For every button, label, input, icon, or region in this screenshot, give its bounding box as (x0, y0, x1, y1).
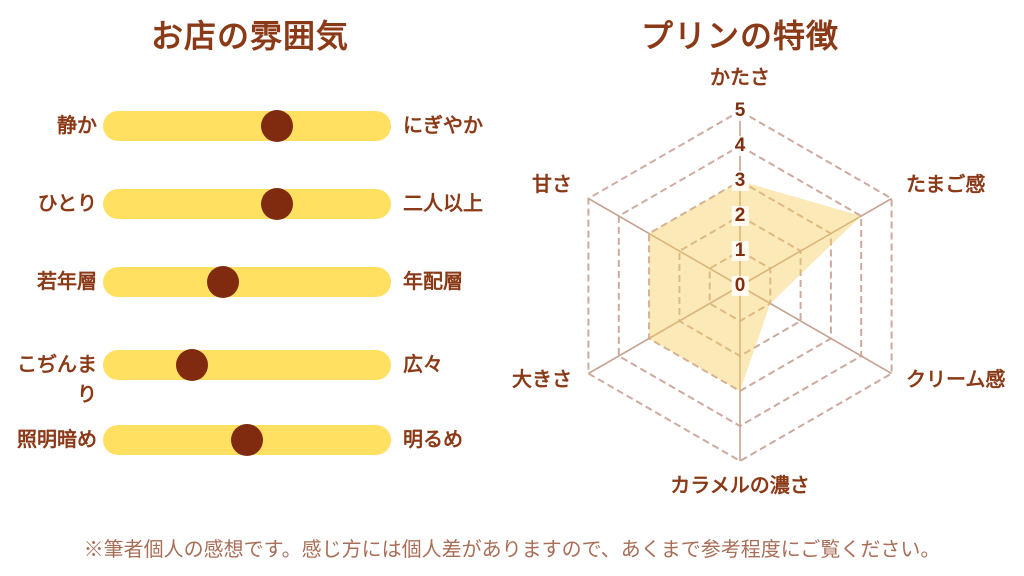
radar-axis-label-amasa: 甘さ (532, 174, 572, 196)
shop-atmosphere-title: お店の雰囲気 (150, 18, 349, 54)
slider-label-right: にぎやか (403, 115, 483, 137)
slider-track (103, 188, 391, 220)
radar-grid (587, 109, 893, 463)
radar-axis-label-ookisa: 大きさ (512, 369, 572, 391)
disclaimer-text: ※筆者個人の感想です。感じ方には個人差がありますので、あくまで参考程度にご覧くだ… (83, 539, 941, 561)
slider-track (103, 110, 391, 142)
slider-dot (261, 110, 294, 142)
radar-axis-label-katasa: かたさ (710, 67, 770, 89)
radar-tick-label: 1 (731, 241, 749, 261)
radar-tick-label: 4 (731, 136, 749, 156)
radar-tick-label: 3 (731, 171, 749, 191)
slider-row: こぢんまり 広々 (0, 349, 512, 406)
slider-label-left: 若年層 (37, 271, 97, 293)
radar-tick-label: 5 (731, 101, 749, 121)
slider-row: 静か にぎやか (0, 110, 512, 142)
slider-label-right: 二人以上 (403, 193, 483, 215)
radar-tick-label: 0 (731, 276, 749, 296)
radar-tick-label: 2 (731, 206, 749, 226)
slider-track (103, 424, 391, 456)
slider-label-left: ひとり (37, 193, 97, 215)
slider-label-right: 年配層 (403, 271, 463, 293)
slider-track (103, 266, 391, 298)
radar-axis-label-cream: クリーム感 (906, 369, 1006, 391)
slider-row: 照明暗め 明るめ (0, 424, 512, 456)
radar-axis-label-tamago: たまご感 (906, 174, 986, 196)
slider-label-right: 明るめ (403, 429, 463, 451)
slider-label-left: 静か (57, 115, 97, 137)
slider-track (103, 349, 391, 381)
pudding-radar-title: プリンの特徴 (640, 18, 839, 54)
slider-dot (231, 424, 263, 456)
slider-dot (176, 349, 209, 381)
slider-dot (261, 188, 294, 220)
radar-axis-label-caramel: カラメルの濃さ (670, 475, 810, 497)
slider-row: ひとり 二人以上 (0, 188, 512, 220)
slider-row: 若年層 年配層 (0, 266, 512, 298)
slider-label-left: こぢんまり (17, 354, 97, 406)
slider-label-left: 照明暗め (17, 429, 97, 451)
slider-label-right: 広々 (403, 354, 443, 376)
slider-dot (206, 266, 239, 298)
